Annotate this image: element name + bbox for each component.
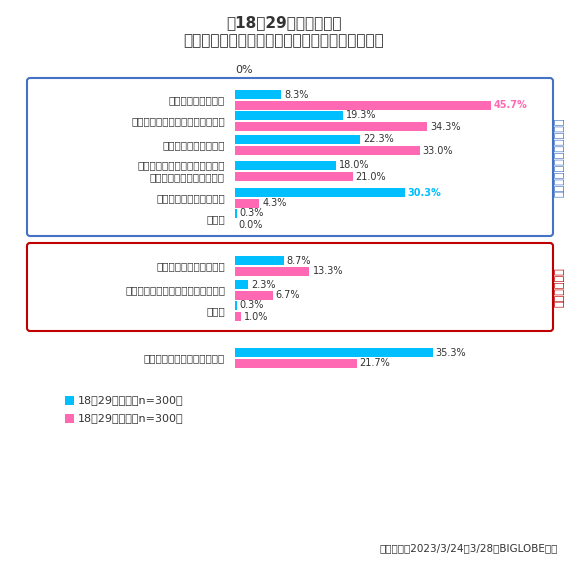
Text: 21.7%: 21.7% bbox=[360, 358, 390, 369]
Bar bbox=[235, 161, 336, 170]
Bar bbox=[235, 291, 273, 300]
Text: 8.3%: 8.3% bbox=[285, 90, 309, 99]
Text: 22.3%: 22.3% bbox=[363, 135, 394, 144]
Text: 35.3%: 35.3% bbox=[436, 348, 466, 357]
Text: 化粧不要で楽だった: 化粧不要で楽だった bbox=[169, 95, 225, 105]
Bar bbox=[235, 188, 404, 197]
Bar bbox=[235, 348, 433, 357]
Text: 否定的な回答: 否定的な回答 bbox=[555, 267, 565, 307]
Text: その他: その他 bbox=[206, 214, 225, 224]
Text: 素顔よりかわいく・きれいに・
かっこよく見えてよかった: 素顔よりかわいく・きれいに・ かっこよく見えてよかった bbox=[137, 160, 225, 182]
Bar bbox=[235, 90, 282, 99]
Bar bbox=[235, 312, 241, 321]
Text: 2.3%: 2.3% bbox=[251, 279, 275, 290]
Text: 0.0%: 0.0% bbox=[238, 219, 262, 229]
Text: マスクで素顔が隠れることについて（複数回答）: マスクで素顔が隠れることについて（複数回答） bbox=[183, 34, 385, 48]
Text: 18～29歳女性（n=300）: 18～29歳女性（n=300） bbox=[78, 413, 183, 423]
Text: 4.3%: 4.3% bbox=[262, 198, 286, 208]
Bar bbox=[235, 135, 360, 144]
Text: 0.3%: 0.3% bbox=[240, 300, 264, 311]
Bar bbox=[235, 101, 491, 110]
Text: 1.0%: 1.0% bbox=[244, 311, 268, 321]
Bar bbox=[235, 172, 353, 181]
Bar bbox=[235, 146, 420, 155]
Bar bbox=[65, 414, 74, 423]
Text: もっと自分の素顔を見てほしかった: もっと自分の素顔を見てほしかった bbox=[125, 285, 225, 295]
Text: 45.7%: 45.7% bbox=[494, 101, 528, 111]
Text: 調査期間：2023/3/24～3/28　BIGLOBE調べ: 調査期間：2023/3/24～3/28 BIGLOBE調べ bbox=[379, 543, 558, 553]
Text: コンプレックスを隠せてよかった: コンプレックスを隠せてよかった bbox=[131, 116, 225, 126]
Bar bbox=[65, 395, 74, 404]
Text: 21.0%: 21.0% bbox=[356, 172, 386, 182]
Text: 6.7%: 6.7% bbox=[275, 290, 300, 300]
Text: 8.7%: 8.7% bbox=[287, 256, 311, 265]
Text: 13.3%: 13.3% bbox=[312, 266, 343, 277]
Bar bbox=[235, 256, 284, 265]
Bar bbox=[235, 209, 237, 218]
Bar bbox=[235, 199, 259, 208]
Text: 18～29歳男性（n=300）: 18～29歳男性（n=300） bbox=[78, 395, 183, 405]
Text: 30.3%: 30.3% bbox=[408, 187, 441, 198]
Text: 33.0%: 33.0% bbox=[423, 145, 453, 156]
Text: ひげ剃り不要で楽だった: ひげ剃り不要で楽だった bbox=[156, 193, 225, 203]
Text: 感情が伝わりにくかった: 感情が伝わりにくかった bbox=[156, 261, 225, 271]
Bar bbox=[235, 111, 343, 120]
Text: 19.3%: 19.3% bbox=[346, 111, 377, 120]
Text: 0.3%: 0.3% bbox=[240, 208, 264, 219]
Bar bbox=[235, 122, 427, 131]
Text: 0%: 0% bbox=[235, 65, 253, 75]
Bar bbox=[235, 359, 357, 368]
Bar bbox=[235, 280, 248, 289]
Bar bbox=[235, 301, 237, 310]
Bar bbox=[235, 267, 310, 276]
Text: その他: その他 bbox=[206, 306, 225, 316]
Text: 18.0%: 18.0% bbox=[339, 161, 369, 170]
Text: マスク着用に肯定的な回答: マスク着用に肯定的な回答 bbox=[555, 117, 565, 197]
Text: 上記にあてはまるものはない: 上記にあてはまるものはない bbox=[144, 353, 225, 363]
Text: 【18～29歳・男女別】: 【18～29歳・男女別】 bbox=[226, 15, 342, 31]
Text: 34.3%: 34.3% bbox=[430, 122, 461, 132]
Text: 感情を隠せて楽だった: 感情を隠せて楽だった bbox=[162, 140, 225, 150]
